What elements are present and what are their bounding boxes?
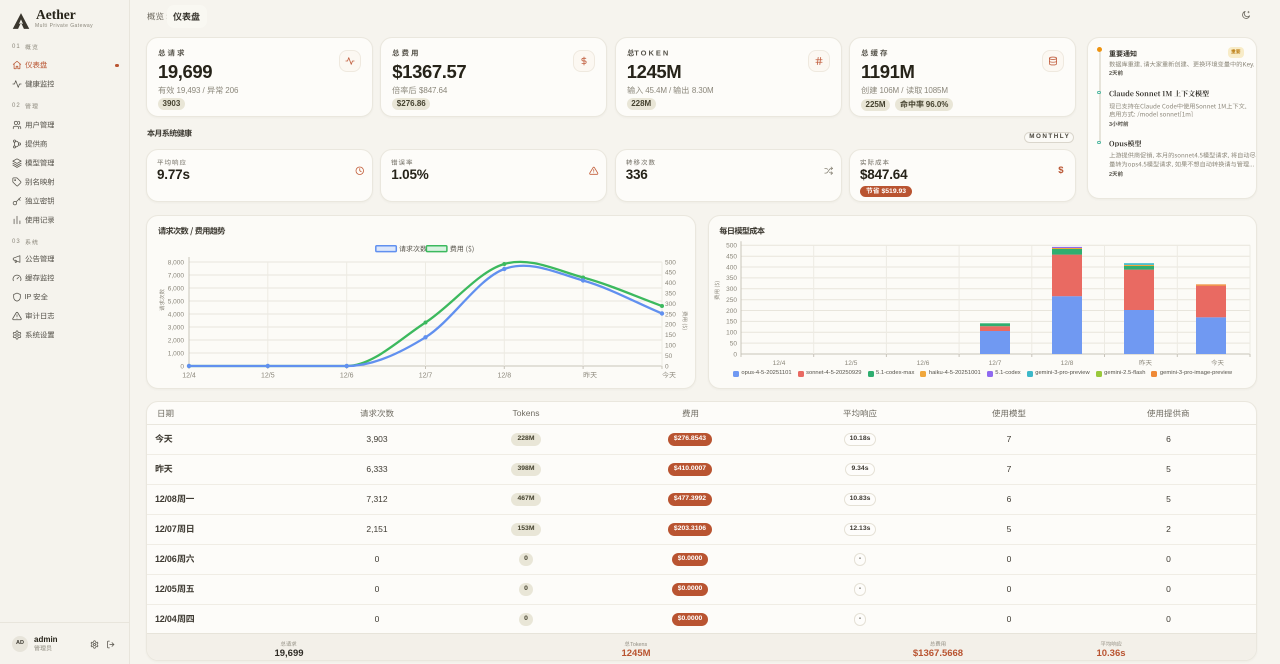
svg-text:300: 300 <box>665 301 676 308</box>
svg-text:150: 150 <box>726 319 737 326</box>
svg-text:450: 450 <box>665 270 676 277</box>
svg-text:12/4: 12/4 <box>773 360 786 367</box>
svg-text:150: 150 <box>665 332 676 339</box>
svg-text:50: 50 <box>665 353 673 360</box>
svg-text:500: 500 <box>726 243 737 250</box>
svg-text:12/8: 12/8 <box>497 373 511 380</box>
svg-text:0: 0 <box>665 363 669 370</box>
svg-text:200: 200 <box>665 322 676 329</box>
svg-text:0: 0 <box>733 351 737 358</box>
svg-text:12/7: 12/7 <box>989 360 1002 367</box>
svg-text:2,000: 2,000 <box>168 337 185 344</box>
svg-text:3,000: 3,000 <box>168 324 185 331</box>
svg-text:350: 350 <box>726 275 737 282</box>
svg-text:12/8: 12/8 <box>1061 360 1074 367</box>
svg-text:1,000: 1,000 <box>168 350 185 357</box>
svg-text:7,000: 7,000 <box>168 272 185 279</box>
svg-text:200: 200 <box>726 308 737 315</box>
svg-text:8,000: 8,000 <box>168 259 185 266</box>
svg-text:500: 500 <box>665 259 676 266</box>
svg-text:12/5: 12/5 <box>261 373 275 380</box>
svg-text:250: 250 <box>726 297 737 304</box>
svg-text:12/5: 12/5 <box>845 360 858 367</box>
svg-text:300: 300 <box>726 286 737 293</box>
svg-text:0: 0 <box>180 363 184 370</box>
svg-text:450: 450 <box>726 254 737 261</box>
svg-text:6,000: 6,000 <box>168 285 185 292</box>
svg-text:5,000: 5,000 <box>168 298 185 305</box>
svg-text:400: 400 <box>726 264 737 271</box>
svg-text:12/6: 12/6 <box>917 360 930 367</box>
svg-text:4,000: 4,000 <box>168 311 185 318</box>
svg-text:250: 250 <box>665 311 676 318</box>
svg-text:100: 100 <box>665 343 676 350</box>
svg-text:50: 50 <box>730 340 738 347</box>
svg-text:12/4: 12/4 <box>182 373 196 380</box>
svg-text:400: 400 <box>665 280 676 287</box>
svg-text:12/6: 12/6 <box>340 373 354 380</box>
svg-text:12/7: 12/7 <box>419 373 433 380</box>
svg-text:100: 100 <box>726 330 737 337</box>
svg-text:350: 350 <box>665 291 676 298</box>
